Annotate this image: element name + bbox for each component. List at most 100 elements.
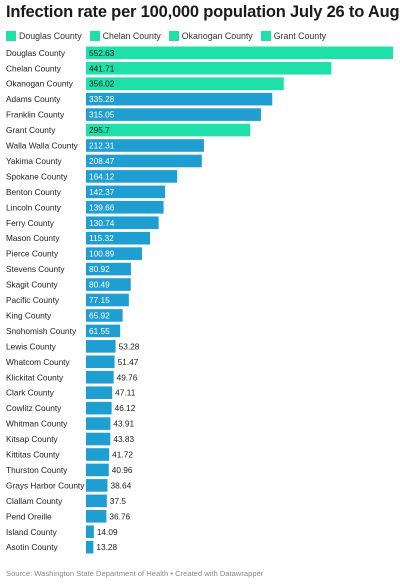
value-label: 441.71 <box>89 63 115 73</box>
value-label: 38.64 <box>110 480 131 490</box>
category-label: Klickitat County <box>6 372 64 382</box>
legend-item-grant: Grant County <box>260 31 327 41</box>
bar <box>86 463 109 477</box>
bar <box>86 185 166 199</box>
value-label: 46.12 <box>115 403 136 413</box>
bar <box>86 61 332 75</box>
value-label: 335.28 <box>89 94 115 104</box>
value-label: 36.76 <box>109 511 130 521</box>
bar <box>86 139 204 152</box>
value-label: 37.5 <box>110 496 127 506</box>
bar <box>86 386 113 399</box>
category-label: Whitman County <box>6 419 68 429</box>
bar <box>86 370 114 384</box>
bar <box>86 77 284 90</box>
value-label: 315.05 <box>89 110 115 120</box>
value-label: 139.66 <box>89 202 115 212</box>
category-label: Ferry County <box>6 218 55 228</box>
legend-item-douglas: Douglas County <box>6 31 82 41</box>
value-label: 49.76 <box>117 372 138 382</box>
legend-swatch <box>6 31 16 41</box>
category-label: Adams County <box>6 94 61 104</box>
value-label: 47.11 <box>115 388 136 398</box>
category-label: Clallam County <box>6 496 63 506</box>
legend: Douglas County Chelan County Okanogan Co… <box>6 29 334 43</box>
bar-chart: Douglas County 552.63 Chelan County 441.71 O… <box>6 46 393 554</box>
category-label: Yakima County <box>6 156 62 166</box>
category-label: Chelan County <box>6 63 62 73</box>
category-label: Walla Walla County <box>6 141 79 151</box>
source-footer: Source: Washington State Department of H… <box>6 569 264 578</box>
category-label: Clark County <box>6 388 55 398</box>
bar <box>86 432 111 446</box>
value-label: 43.91 <box>113 419 134 429</box>
bar <box>86 355 115 369</box>
value-label: 164.12 <box>89 171 115 181</box>
category-label: Kittitas County <box>6 450 60 460</box>
bar <box>86 216 159 230</box>
value-label: 53.28 <box>119 341 140 351</box>
category-label: Kitsap County <box>6 434 59 444</box>
bar <box>86 170 178 183</box>
category-label: Skagit County <box>6 280 59 290</box>
bar <box>86 525 94 539</box>
category-label: Benton County <box>6 187 62 197</box>
legend-label: Okanogan County <box>181 31 253 41</box>
bar <box>86 92 273 106</box>
value-label: 43.83 <box>113 434 134 444</box>
value-label: 41.72 <box>112 450 133 460</box>
category-label: Pend Oreille <box>6 511 52 521</box>
bar <box>86 201 164 214</box>
bar <box>86 340 116 353</box>
category-label: Cowlitz County <box>6 403 62 413</box>
category-label: Stevens County <box>6 264 65 274</box>
category-label: Thurston County <box>6 465 68 475</box>
bar <box>86 46 393 60</box>
category-label: Okanogan County <box>6 79 74 89</box>
legend-item-okanogan: Okanogan County <box>168 31 253 41</box>
category-label: Asotin County <box>6 542 59 552</box>
bar <box>86 448 110 461</box>
legend-item-chelan: Chelan County <box>89 31 161 41</box>
category-label: Island County <box>6 527 58 537</box>
bar <box>86 278 131 291</box>
value-label: 65.92 <box>89 310 110 320</box>
value-label: 356.02 <box>89 79 115 89</box>
value-label: 40.96 <box>112 465 133 475</box>
legend-label: Douglas County <box>19 31 82 41</box>
category-label: Lewis County <box>6 341 57 351</box>
legend-swatch <box>168 31 179 41</box>
value-label: 14.09 <box>97 527 118 537</box>
value-label: 100.89 <box>89 249 115 259</box>
category-label: Franklin County <box>6 110 65 120</box>
value-label: 212.31 <box>89 141 115 151</box>
category-label: Whatcom County <box>6 357 70 367</box>
bar <box>86 494 107 508</box>
value-label: 13.28 <box>96 542 117 552</box>
legend-swatch <box>89 31 100 41</box>
category-label: Grays Harbor County <box>6 480 85 490</box>
bar <box>86 309 123 322</box>
bar <box>86 231 151 245</box>
category-label: Spokane County <box>6 171 68 181</box>
bar <box>86 293 129 307</box>
category-label: Grant County <box>6 125 56 135</box>
category-label: King County <box>6 310 52 320</box>
bar <box>86 123 251 137</box>
bar <box>86 154 202 168</box>
legend-label: Grant County <box>273 31 327 41</box>
value-label: 295.7 <box>89 125 110 135</box>
category-label: Snohomish County <box>6 326 77 336</box>
bar <box>86 510 107 523</box>
category-label: Douglas County <box>6 48 66 58</box>
legend-swatch <box>260 31 271 41</box>
bar <box>86 247 143 260</box>
value-label: 208.47 <box>89 156 115 166</box>
value-label: 80.92 <box>89 264 110 274</box>
category-label: Pacific County <box>6 295 60 305</box>
chart-title: Infection rate per 100,000 population Ju… <box>6 3 400 21</box>
category-label: Lincoln County <box>6 202 62 212</box>
bar <box>86 401 112 415</box>
bar <box>86 540 94 554</box>
bar <box>86 479 108 492</box>
